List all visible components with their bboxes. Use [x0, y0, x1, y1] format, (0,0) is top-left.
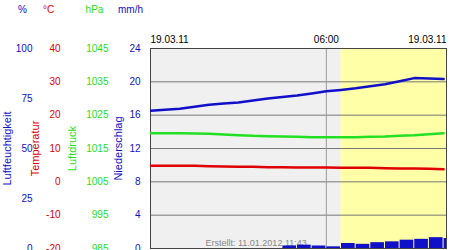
svg-text:16: 16: [129, 109, 141, 120]
svg-text:mm/h: mm/h: [118, 4, 143, 15]
svg-text:1005: 1005: [86, 176, 109, 187]
svg-text:1045: 1045: [86, 43, 109, 54]
svg-text:1025: 1025: [86, 109, 109, 120]
svg-text:20: 20: [49, 109, 61, 120]
svg-text:995: 995: [92, 209, 109, 220]
svg-text:1015: 1015: [86, 143, 109, 154]
svg-text:12: 12: [129, 143, 141, 154]
svg-text:30: 30: [49, 76, 61, 87]
svg-text:Erstellt: 11.01.2012 11:43: Erstellt: 11.01.2012 11:43: [206, 238, 307, 248]
svg-text:0: 0: [27, 243, 33, 250]
svg-text:Luftfeuchtigkeit: Luftfeuchtigkeit: [1, 112, 13, 186]
svg-text:25: 25: [21, 193, 33, 204]
svg-text:1035: 1035: [86, 76, 109, 87]
svg-text:0: 0: [55, 176, 61, 187]
svg-text:Luftdruck: Luftdruck: [66, 125, 78, 171]
svg-text:19.03.11: 19.03.11: [151, 34, 190, 45]
svg-text:°C: °C: [43, 4, 54, 15]
svg-text:%: %: [18, 4, 27, 15]
svg-text:40: 40: [49, 43, 61, 54]
svg-text:50: 50: [21, 142, 33, 154]
svg-text:-20: -20: [46, 243, 61, 250]
svg-text:-10: -10: [46, 209, 61, 220]
svg-text:06:00: 06:00: [314, 34, 339, 45]
svg-text:20: 20: [129, 76, 141, 87]
svg-text:75: 75: [21, 93, 33, 104]
svg-text:Niederschlag: Niederschlag: [112, 116, 124, 180]
svg-text:4: 4: [135, 209, 141, 220]
svg-text:985: 985: [92, 243, 109, 250]
svg-text:24: 24: [129, 43, 141, 54]
svg-text:hPa: hPa: [86, 4, 104, 15]
svg-text:8: 8: [135, 176, 141, 187]
svg-text:19.03.11: 19.03.11: [408, 34, 447, 45]
svg-text:0: 0: [135, 243, 141, 250]
svg-text:10: 10: [49, 143, 61, 154]
svg-text:Temperatur: Temperatur: [29, 120, 41, 176]
svg-text:100: 100: [16, 43, 33, 54]
